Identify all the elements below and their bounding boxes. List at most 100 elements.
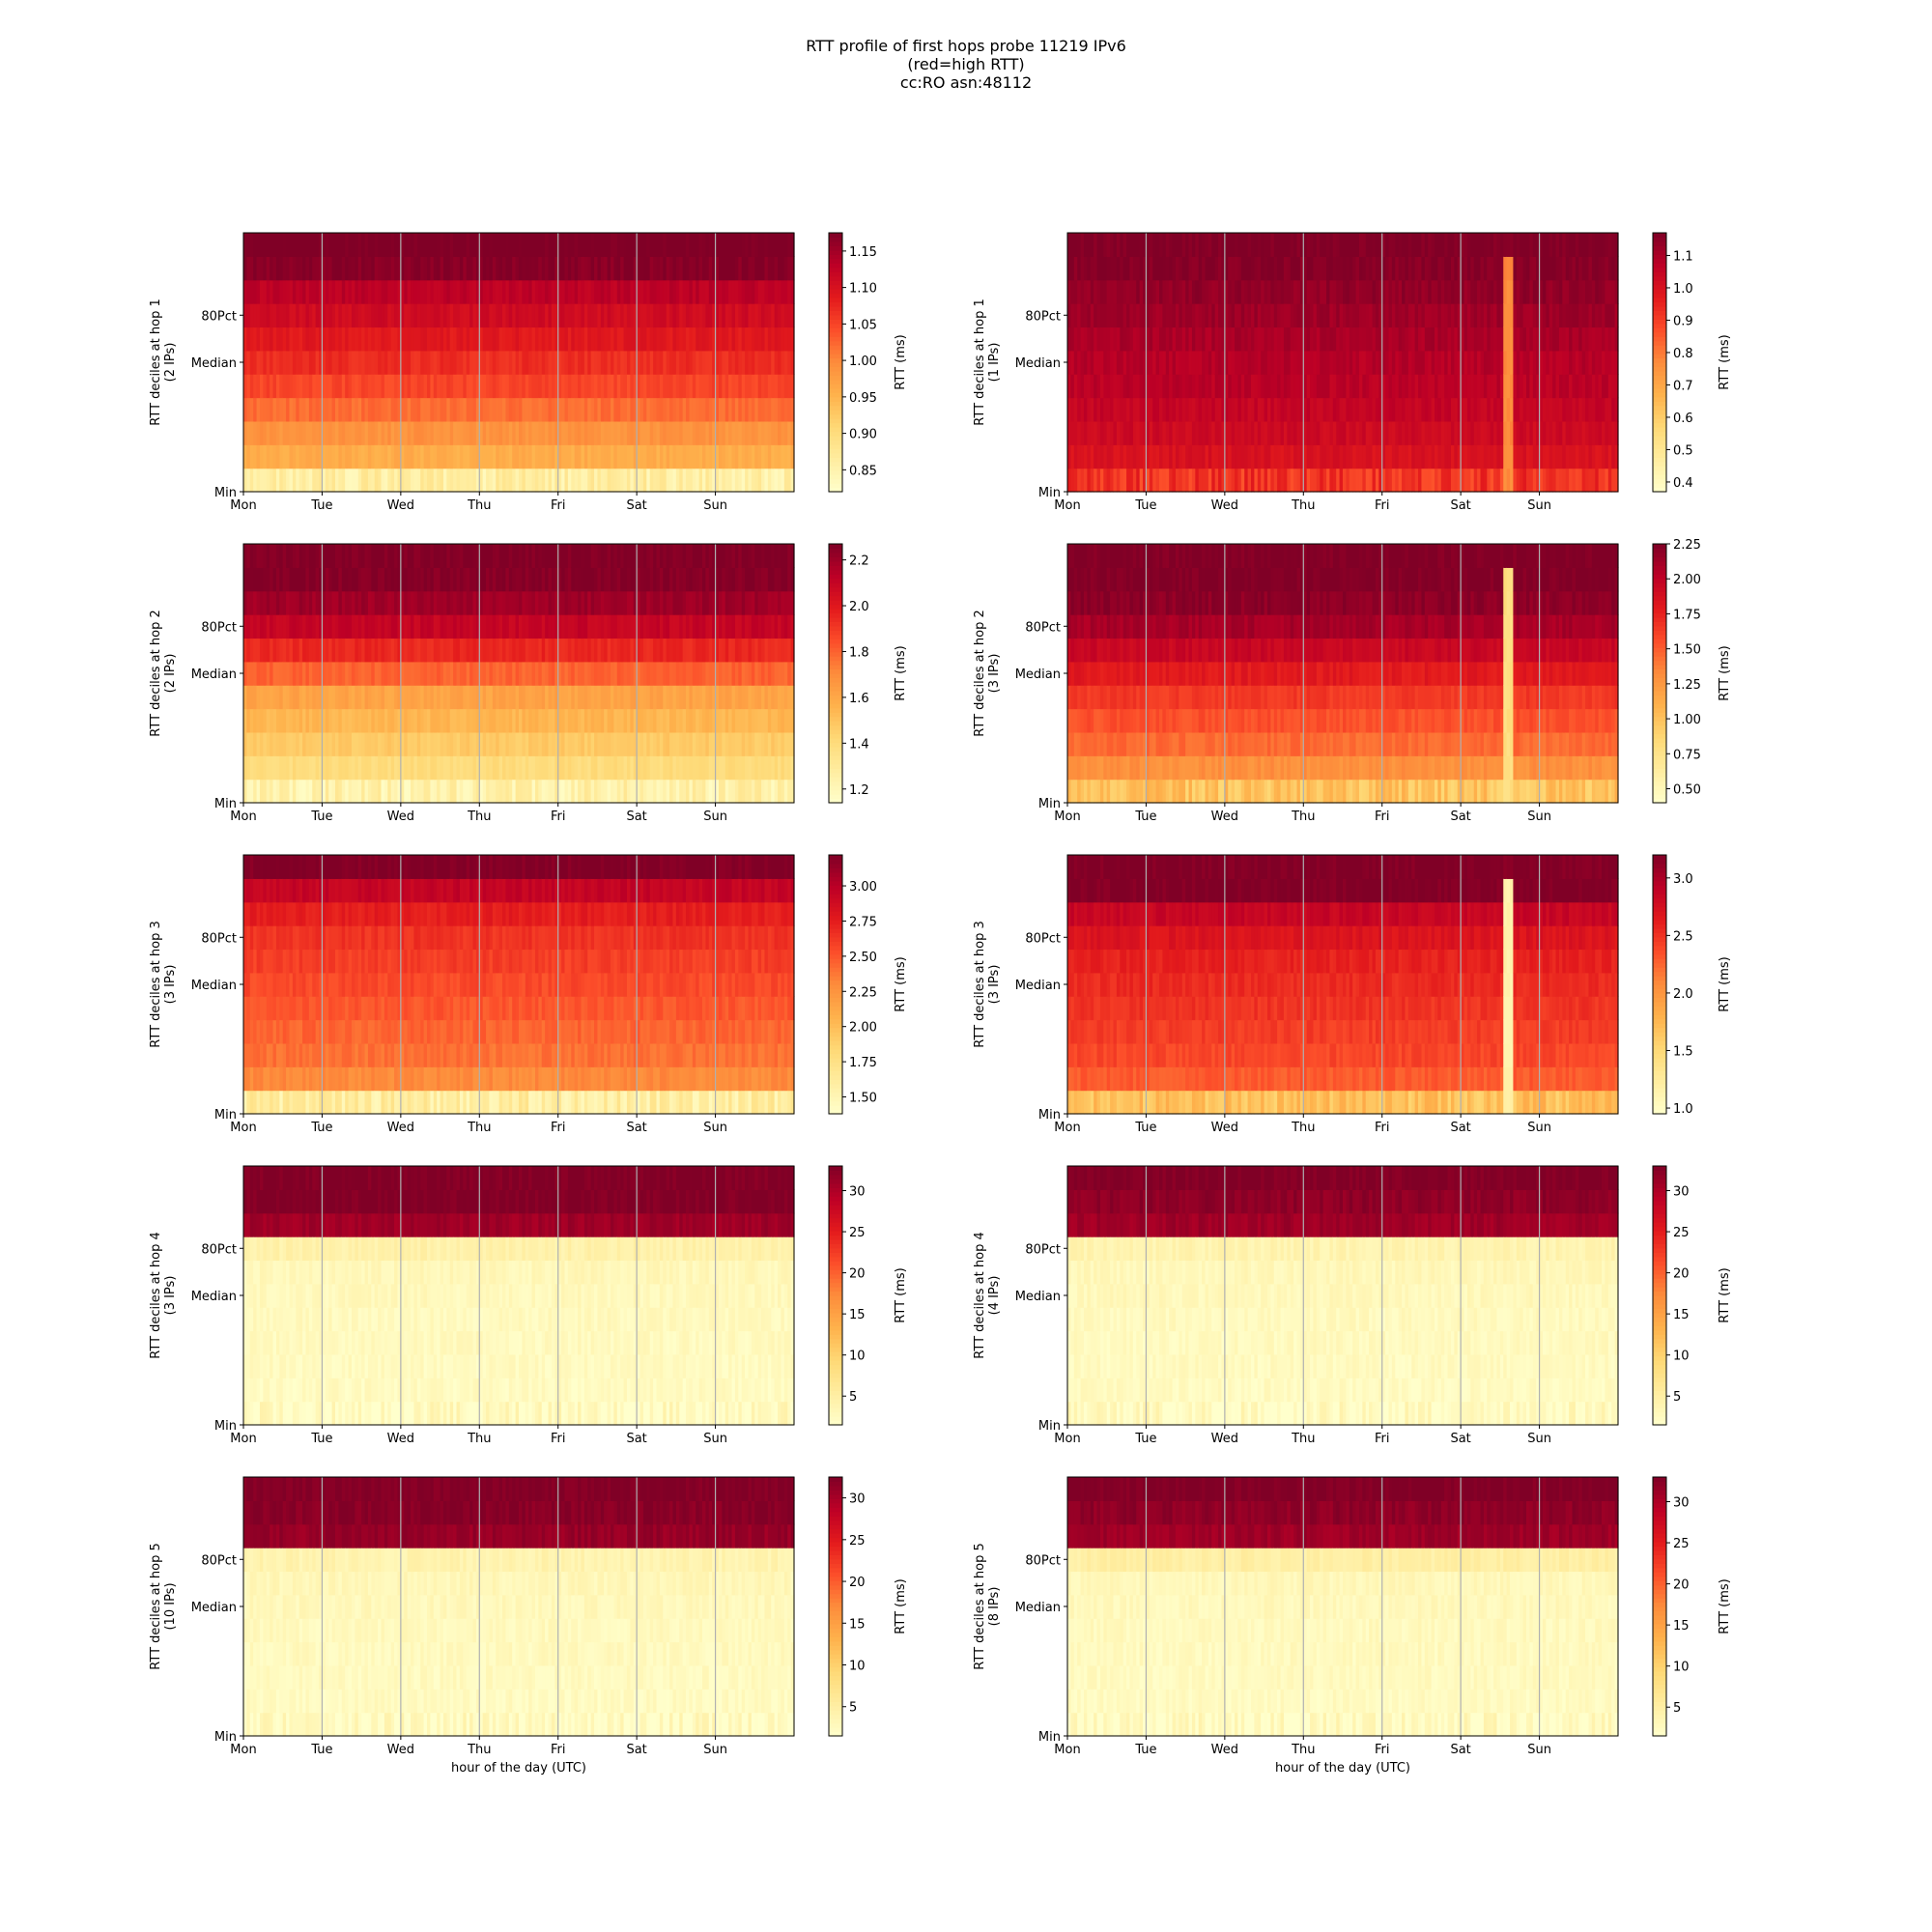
heatmap-cell: [1322, 468, 1327, 493]
heatmap-cell: [675, 444, 680, 469]
heatmap-cell: [698, 303, 703, 328]
heatmap-cell: [404, 708, 409, 733]
heatmap-cell: [279, 708, 284, 733]
heatmap-cell: [440, 544, 444, 568]
heatmap-cell: [430, 755, 435, 781]
heatmap-cell: [1493, 374, 1498, 399]
heatmap-cell: [1487, 397, 1492, 422]
heatmap-cell: [1536, 327, 1541, 352]
colorbar-segment: [829, 293, 842, 298]
heatmap-cell: [390, 420, 395, 445]
heatmap-cell: [312, 444, 317, 469]
heatmap-cell: [459, 303, 464, 328]
heatmap-cell: [669, 468, 674, 493]
heatmap-cell: [289, 397, 294, 422]
heatmap-cell: [578, 397, 582, 422]
heatmap-cell: [639, 374, 644, 399]
heatmap-cell: [561, 444, 566, 469]
heatmap-cell: [348, 708, 353, 733]
heatmap-cell: [1336, 444, 1341, 469]
heatmap-cell: [515, 731, 520, 756]
heatmap-cell: [367, 685, 372, 710]
heatmap-cell: [639, 468, 644, 493]
heatmap-cell: [1320, 397, 1324, 422]
heatmap-cell: [1424, 468, 1429, 493]
heatmap-cell: [1375, 420, 1379, 445]
heatmap-cell: [1208, 327, 1212, 352]
heatmap-cell: [505, 468, 510, 493]
heatmap-cell: [545, 279, 550, 304]
heatmap-cell: [498, 303, 503, 328]
heatmap-cell: [341, 303, 346, 328]
heatmap-cell: [296, 567, 300, 592]
heatmap-cell: [571, 420, 576, 445]
heatmap-cell: [1470, 444, 1475, 469]
heatmap-cell: [1198, 374, 1203, 399]
heatmap-cell: [348, 567, 353, 592]
heatmap-cell: [259, 327, 264, 352]
heatmap-cell: [545, 327, 550, 352]
heatmap-cell: [646, 279, 651, 304]
heatmap-cell: [1336, 374, 1341, 399]
heatmap-cell: [1461, 444, 1465, 469]
heatmap-cell: [348, 374, 353, 399]
heatmap-cell: [519, 350, 523, 375]
heatmap-cell: [698, 397, 703, 422]
heatmap-cell: [600, 303, 605, 328]
heatmap-cell: [1381, 233, 1386, 257]
heatmap-cell: [728, 350, 733, 375]
heatmap-cell: [446, 567, 451, 592]
heatmap-cell: [1611, 303, 1616, 328]
heatmap-cell: [1283, 397, 1288, 422]
heatmap-cell: [407, 327, 412, 352]
heatmap-cell: [381, 590, 385, 615]
heatmap-cell: [315, 661, 320, 686]
heatmap-cell: [407, 233, 412, 257]
heatmap-cell: [724, 444, 729, 469]
heatmap-cell: [404, 327, 409, 352]
heatmap-cell: [1129, 374, 1134, 399]
heatmap-cell: [348, 303, 353, 328]
heatmap-cell: [338, 233, 343, 257]
heatmap-cell: [1490, 374, 1494, 399]
heatmap-cell: [682, 303, 687, 328]
heatmap-cell: [1526, 374, 1530, 399]
heatmap-cell: [335, 444, 339, 469]
heatmap-cell: [1431, 374, 1435, 399]
heatmap-cell: [459, 420, 464, 445]
heatmap-cell: [515, 685, 520, 710]
heatmap-cell: [1280, 444, 1285, 469]
heatmap-cell: [384, 420, 388, 445]
heatmap-cell: [512, 590, 517, 615]
heatmap-cell: [1569, 233, 1574, 257]
heatmap-cell: [308, 638, 313, 663]
heatmap-cell: [1283, 303, 1288, 328]
colorbar-segment: [829, 384, 842, 389]
heatmap-cell: [781, 397, 785, 422]
heatmap-cell: [407, 279, 412, 304]
heatmap-cell: [1231, 233, 1236, 257]
heatmap-cell: [1480, 279, 1485, 304]
heatmap-cell: [394, 779, 399, 804]
heatmap-cell: [1179, 374, 1183, 399]
heatmap-cell: [315, 779, 320, 804]
heatmap-cell: [718, 303, 723, 328]
heatmap-cell: [404, 397, 409, 422]
heatmap-cell: [416, 303, 421, 328]
heatmap-cell: [449, 303, 454, 328]
heatmap-cell: [272, 444, 277, 469]
heatmap-cell: [1483, 420, 1488, 445]
heatmap-cell: [692, 420, 696, 445]
heatmap-cell: [1310, 420, 1315, 445]
heatmap-cell: [270, 374, 274, 399]
heatmap-cell: [246, 638, 251, 663]
heatmap-cell: [712, 420, 717, 445]
heatmap-cell: [587, 233, 592, 257]
colorbar-segment: [1653, 340, 1666, 346]
heatmap-cell: [1598, 303, 1603, 328]
heatmap-cell: [597, 233, 602, 257]
colorbar-tick-label: 1.15: [849, 245, 877, 260]
heatmap-cell: [626, 350, 631, 375]
heatmap-cell: [1155, 374, 1160, 399]
